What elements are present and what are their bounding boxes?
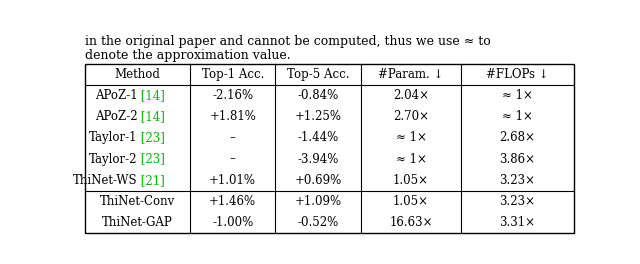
Text: #Param. ↓: #Param. ↓ bbox=[378, 68, 444, 81]
Text: -2.16%: -2.16% bbox=[212, 89, 253, 102]
Text: ThiNet-WS: ThiNet-WS bbox=[73, 174, 138, 187]
Text: APoZ-2: APoZ-2 bbox=[95, 110, 138, 123]
Text: ThiNet-Conv: ThiNet-Conv bbox=[100, 195, 175, 208]
Text: Method: Method bbox=[115, 68, 161, 81]
Text: +0.69%: +0.69% bbox=[294, 174, 342, 187]
Text: 3.23×: 3.23× bbox=[499, 195, 535, 208]
Text: ThiNet-GAP: ThiNet-GAP bbox=[102, 216, 173, 229]
Text: 3.31×: 3.31× bbox=[499, 216, 535, 229]
Text: 2.68×: 2.68× bbox=[499, 131, 535, 144]
Text: 2.70×: 2.70× bbox=[393, 110, 429, 123]
Text: [14]: [14] bbox=[138, 89, 165, 102]
Text: Taylor-2: Taylor-2 bbox=[89, 153, 138, 166]
Text: [23]: [23] bbox=[138, 153, 165, 166]
Text: 1.05×: 1.05× bbox=[393, 195, 429, 208]
Text: APoZ-1: APoZ-1 bbox=[95, 89, 138, 102]
Text: +1.46%: +1.46% bbox=[209, 195, 256, 208]
Text: +1.01%: +1.01% bbox=[209, 174, 256, 187]
Text: 2.04×: 2.04× bbox=[393, 89, 429, 102]
Text: Top-5 Acc.: Top-5 Acc. bbox=[287, 68, 349, 81]
Text: -1.44%: -1.44% bbox=[298, 131, 339, 144]
Text: ≈ 1×: ≈ 1× bbox=[502, 89, 532, 102]
Bar bbox=[85, 64, 573, 233]
Text: –: – bbox=[230, 153, 236, 166]
Text: -1.00%: -1.00% bbox=[212, 216, 253, 229]
Text: 1.05×: 1.05× bbox=[393, 174, 429, 187]
Text: [23]: [23] bbox=[138, 131, 165, 144]
Text: -3.94%: -3.94% bbox=[298, 153, 339, 166]
Text: –: – bbox=[230, 131, 236, 144]
Text: ≈ 1×: ≈ 1× bbox=[396, 153, 426, 166]
Text: ≈ 1×: ≈ 1× bbox=[396, 131, 426, 144]
Text: denote the approximation value.: denote the approximation value. bbox=[85, 49, 291, 62]
Text: [21]: [21] bbox=[138, 174, 165, 187]
Text: +1.09%: +1.09% bbox=[294, 195, 342, 208]
Text: 3.23×: 3.23× bbox=[499, 174, 535, 187]
Text: 3.86×: 3.86× bbox=[499, 153, 535, 166]
Text: in the original paper and cannot be computed, thus we use ≈ to: in the original paper and cannot be comp… bbox=[85, 35, 491, 48]
Text: ≈ 1×: ≈ 1× bbox=[502, 110, 532, 123]
Text: #FLOPs ↓: #FLOPs ↓ bbox=[486, 68, 548, 81]
Text: [14]: [14] bbox=[138, 110, 165, 123]
Text: +1.25%: +1.25% bbox=[295, 110, 342, 123]
Text: Taylor-1: Taylor-1 bbox=[89, 131, 138, 144]
Text: -0.84%: -0.84% bbox=[298, 89, 339, 102]
Text: +1.81%: +1.81% bbox=[209, 110, 256, 123]
Text: -0.52%: -0.52% bbox=[298, 216, 339, 229]
Text: Top-1 Acc.: Top-1 Acc. bbox=[202, 68, 264, 81]
Text: 16.63×: 16.63× bbox=[389, 216, 433, 229]
